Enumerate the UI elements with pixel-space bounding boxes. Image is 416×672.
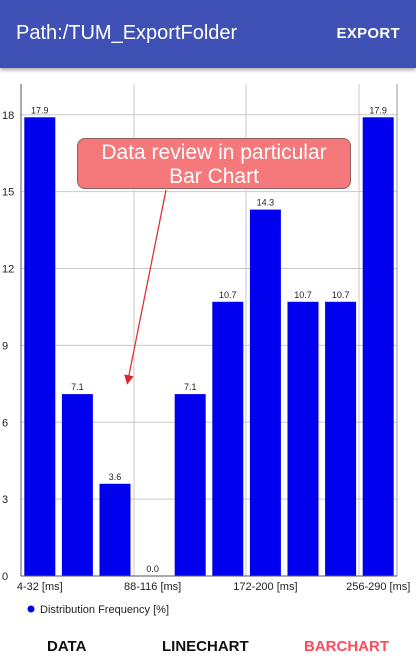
- tab-linechart[interactable]: LINECHART: [162, 638, 249, 655]
- y-tick-label: 18: [2, 110, 14, 122]
- tab-data[interactable]: DATA: [47, 638, 87, 655]
- bar-value-label: 7.1: [71, 382, 84, 392]
- path-title: Path:/TUM_ExportFolder: [16, 22, 238, 44]
- bar-value-label: 17.9: [31, 105, 49, 115]
- callout-line-2: Bar Chart: [169, 165, 259, 188]
- bar-value-label: 3.6: [109, 472, 122, 482]
- y-tick-label: 6: [2, 417, 8, 429]
- bar-value-label: 10.7: [219, 290, 237, 300]
- y-tick-label: 3: [2, 494, 8, 506]
- callout-annotation: Data review in particular Bar Chart: [77, 138, 351, 189]
- tab-barchart[interactable]: BARCHART: [304, 638, 389, 655]
- legend-label: Distribution Frequency [%]: [40, 604, 169, 616]
- bar-value-label: 0.0: [146, 564, 159, 574]
- bar-value-label: 14.3: [257, 198, 275, 208]
- bar-value-label: 17.9: [369, 105, 387, 115]
- y-tick-label: 12: [2, 264, 14, 276]
- y-tick-label: 9: [2, 340, 8, 352]
- bar: [24, 117, 56, 577]
- legend-marker: [27, 605, 35, 613]
- y-tick-label: 15: [2, 187, 14, 199]
- callout-arrow: [124, 189, 167, 385]
- bar: [325, 301, 357, 576]
- bar-value-label: 7.1: [184, 382, 197, 392]
- bar: [362, 117, 394, 577]
- bar: [174, 394, 206, 576]
- bar: [212, 301, 244, 576]
- bottom-navigation: DATA LINECHART BARCHART: [0, 628, 416, 672]
- app-bar: Path:/TUM_ExportFolder EXPORT: [0, 0, 416, 68]
- callout-line-1: Data review in particular: [101, 141, 327, 164]
- bar: [99, 483, 131, 577]
- bar-value-label: 10.7: [294, 290, 312, 300]
- bar: [61, 394, 93, 576]
- bar: [249, 209, 281, 576]
- x-tick-label: 256-290 [ms]: [346, 581, 410, 593]
- bar-value-label: 10.7: [332, 290, 350, 300]
- y-tick-label: 0: [2, 571, 8, 583]
- x-tick-label: 4-32 [ms]: [17, 581, 63, 593]
- bar-chart: 0 3 6 9 12 15 18 17.9 7.1 3.6 0.0 7.1 10.7 14.3 10.7 10…: [2, 84, 410, 616]
- x-tick-label: 172-200 [ms]: [233, 581, 297, 593]
- export-button[interactable]: EXPORT: [336, 25, 400, 42]
- bar: [287, 301, 319, 576]
- x-tick-label: 88-116 [ms]: [124, 581, 181, 593]
